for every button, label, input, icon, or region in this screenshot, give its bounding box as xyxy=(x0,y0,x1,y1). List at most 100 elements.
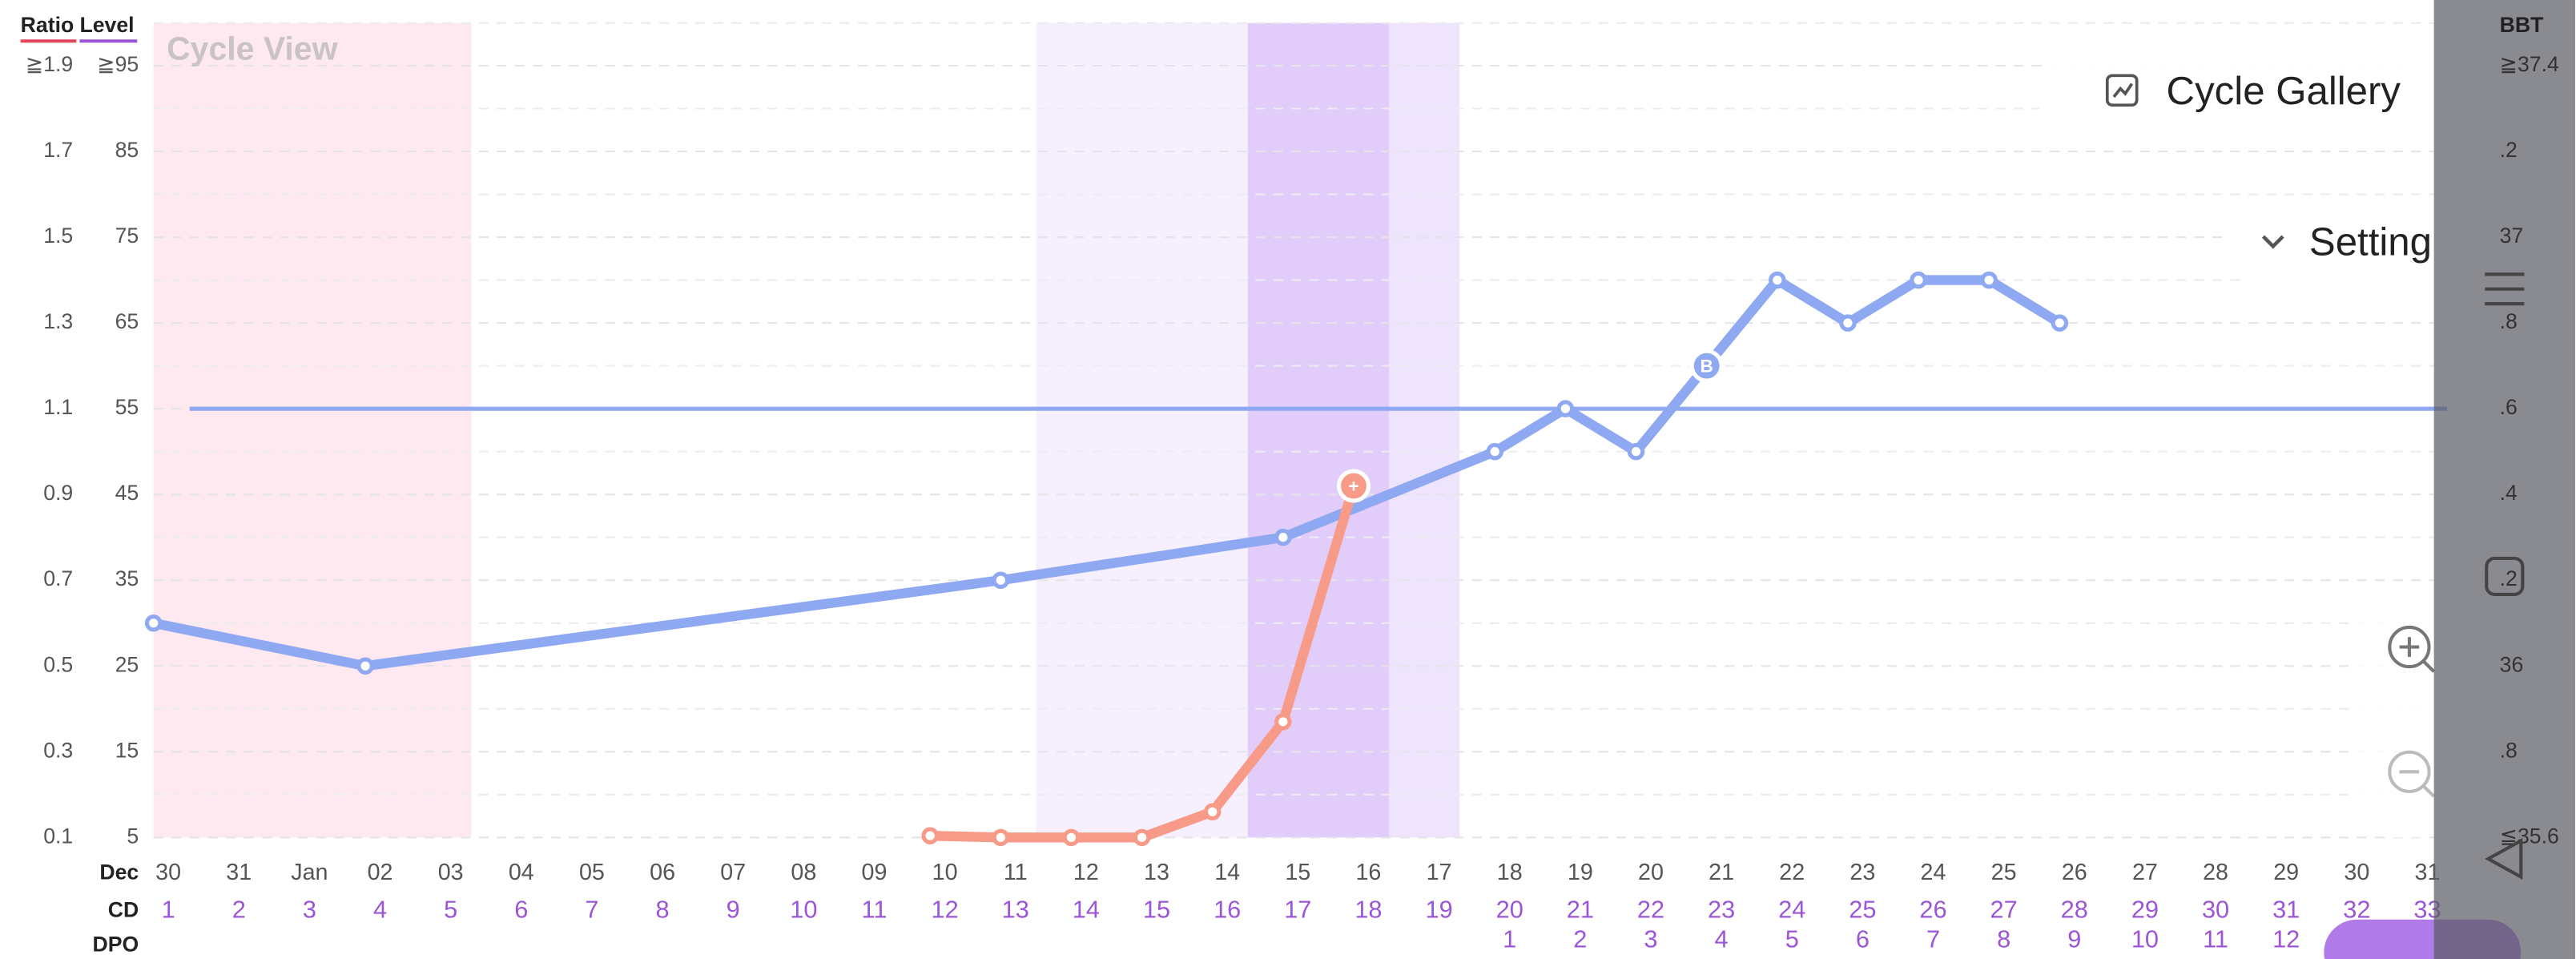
bbt-tick-label: .6 xyxy=(2500,395,2518,419)
level-tick-label: 45 xyxy=(115,481,139,505)
data-point xyxy=(144,614,163,632)
back-icon[interactable] xyxy=(2485,837,2523,880)
data-point xyxy=(1910,271,1927,289)
date-label: 31 xyxy=(226,860,252,885)
setting-text[interactable]: Setting xyxy=(2309,220,2432,264)
data-point xyxy=(1062,828,1081,847)
gallery-icon xyxy=(2105,74,2139,107)
point-label: + xyxy=(1348,476,1358,496)
data-point xyxy=(1556,400,1575,417)
zoom-in-glyph xyxy=(2399,637,2436,673)
data-point xyxy=(1486,442,1504,461)
cd-label: 28 xyxy=(2061,896,2088,924)
phase-band xyxy=(1036,22,1248,838)
dpo-label: 5 xyxy=(1785,925,1799,953)
date-label: 10 xyxy=(932,860,958,885)
data-point xyxy=(992,828,1010,847)
gallery-text[interactable]: Cycle Gallery xyxy=(2167,69,2401,113)
zoom-out-icon[interactable] xyxy=(2388,750,2431,793)
date-label: 27 xyxy=(2132,860,2158,885)
date-label: 05 xyxy=(579,860,605,885)
cd-label: 16 xyxy=(1214,896,1241,924)
cd-label: 19 xyxy=(1425,896,1452,924)
button-bg[interactable] xyxy=(2225,200,2472,289)
gallery-icon-line xyxy=(2112,83,2134,99)
cd-label: 20 xyxy=(1496,896,1523,924)
cd-label: 27 xyxy=(1990,896,2018,924)
cd-label: 22 xyxy=(1637,896,1664,924)
zoom-in-icon[interactable] xyxy=(2388,625,2431,669)
phase-band xyxy=(1247,22,1390,838)
cd-label: 1 xyxy=(162,896,175,924)
date-label: 26 xyxy=(2062,860,2087,885)
date-label: 18 xyxy=(1497,860,1523,885)
bbt-tick-label: 36 xyxy=(2500,652,2524,676)
data-point xyxy=(1274,713,1292,731)
cd-label: 8 xyxy=(656,896,670,924)
zoom-out[interactable] xyxy=(2388,750,2436,798)
side-overlay xyxy=(2433,0,2575,959)
ratio-tick-label: 0.7 xyxy=(43,566,73,590)
date-label: 29 xyxy=(2273,860,2299,885)
cd-label: 10 xyxy=(790,896,817,924)
date-label: 25 xyxy=(1991,860,2017,885)
gallery-button[interactable]: Cycle Gallery xyxy=(2036,49,2467,139)
cd-label: 30 xyxy=(2202,896,2229,924)
setting-button[interactable]: Setting xyxy=(2225,200,2472,289)
cd-label: 7 xyxy=(585,896,598,924)
level-tick-label: 75 xyxy=(115,224,139,248)
dpo-label: DPO xyxy=(93,933,139,957)
data-point xyxy=(2051,314,2069,332)
ratio-tick-label: 0.5 xyxy=(43,652,73,676)
dpo-label: 2 xyxy=(1573,925,1587,953)
cd-label: 5 xyxy=(444,896,457,924)
date-label: 02 xyxy=(368,860,393,885)
point-label: B xyxy=(1701,357,1713,377)
dpo-label: 4 xyxy=(1715,925,1729,953)
dpo-label: 1 xyxy=(1503,925,1516,953)
date-label: 20 xyxy=(1638,860,1664,885)
dpo-label: 8 xyxy=(1997,925,2010,953)
data-point xyxy=(1203,803,1222,820)
data-point xyxy=(1689,349,1724,383)
date-label: 07 xyxy=(720,860,746,885)
data-point xyxy=(1274,528,1292,546)
cd-label: 15 xyxy=(1143,896,1170,924)
level-tick-label: 65 xyxy=(115,309,139,333)
date-label: 06 xyxy=(650,860,675,885)
ratio-tick-label: 1.7 xyxy=(43,138,73,162)
bbt-tick-label: ≦35.6 xyxy=(2500,824,2559,848)
cd-label: 3 xyxy=(303,896,316,924)
data-point xyxy=(921,827,939,844)
date-label: 24 xyxy=(1921,860,1946,885)
cd-label: 9 xyxy=(727,896,740,924)
level-tick-label: ≧95 xyxy=(97,52,139,76)
cd-label: 12 xyxy=(932,896,959,924)
bbt-tick-label: 37 xyxy=(2500,224,2524,248)
level-tick-label: 55 xyxy=(115,395,139,419)
zoom-out-glyph xyxy=(2399,770,2436,798)
cd-label: 21 xyxy=(1567,896,1594,924)
level-tick-label: 35 xyxy=(115,566,139,590)
dpo-label: 3 xyxy=(1644,925,1657,953)
date-label: 09 xyxy=(862,860,888,885)
square-icon[interactable] xyxy=(2485,556,2525,597)
date-label: 21 xyxy=(1709,860,1734,885)
date-label: 08 xyxy=(791,860,816,885)
cd-label: 32 xyxy=(2343,896,2370,924)
button-bg[interactable] xyxy=(2036,49,2467,139)
menu-icon[interactable] xyxy=(2485,272,2525,306)
dpo-label: 12 xyxy=(2272,925,2300,953)
ratio-tick-label: 1.1 xyxy=(43,395,73,419)
data-point xyxy=(356,657,374,675)
date-label: 13 xyxy=(1144,860,1169,885)
date-label: 22 xyxy=(1779,860,1805,885)
data-point xyxy=(1980,271,1998,289)
ratio-tick-label: ≧1.9 xyxy=(26,52,73,76)
cd-label: 13 xyxy=(1002,896,1029,924)
zoom-in[interactable] xyxy=(2388,625,2436,673)
data-point xyxy=(1839,314,1857,332)
plot-background xyxy=(153,22,2434,839)
